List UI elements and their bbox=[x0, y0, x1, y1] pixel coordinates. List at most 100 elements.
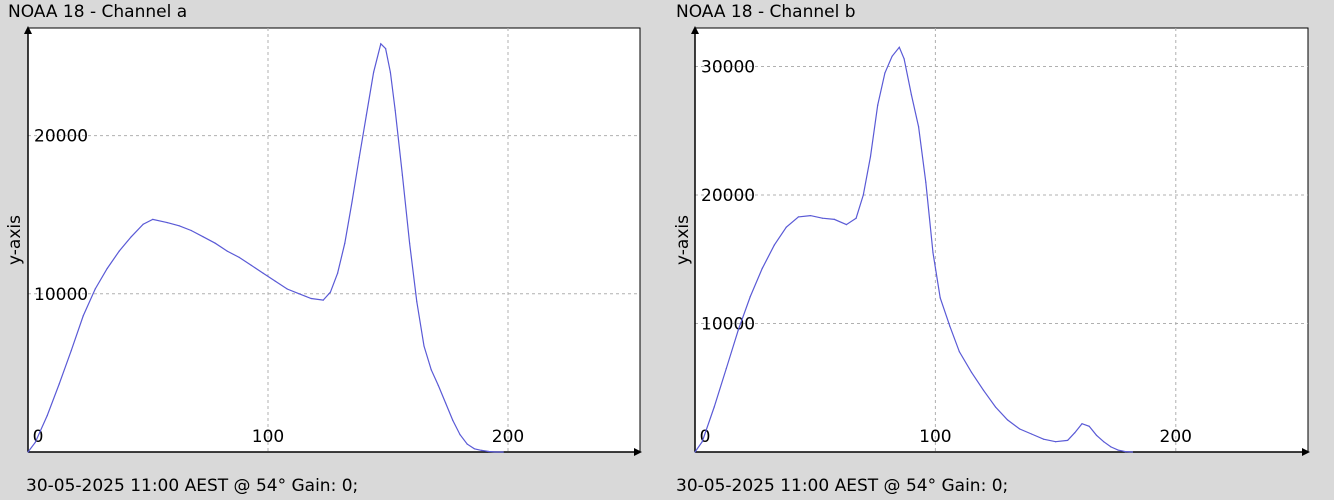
data-point bbox=[1074, 432, 1076, 434]
data-point bbox=[982, 389, 985, 391]
data-point bbox=[903, 58, 905, 60]
data-point bbox=[1124, 451, 1126, 453]
data-point bbox=[82, 315, 84, 317]
x-axis-arrow bbox=[634, 448, 642, 456]
data-point bbox=[190, 229, 192, 232]
data-point bbox=[437, 385, 439, 387]
y-axis-label: y-axis bbox=[673, 215, 693, 265]
data-point bbox=[130, 236, 132, 238]
data-point bbox=[910, 94, 913, 96]
data-point bbox=[488, 450, 490, 453]
data-point bbox=[1081, 423, 1083, 425]
data-point bbox=[877, 104, 879, 106]
data-point bbox=[1095, 434, 1098, 436]
data-point bbox=[430, 369, 432, 371]
data-point bbox=[401, 174, 403, 176]
chart-b: 0 100 200 10000 20000 30000 y-axis bbox=[673, 26, 1310, 456]
data-point bbox=[1117, 449, 1119, 451]
data-point bbox=[862, 194, 864, 196]
data-point bbox=[797, 216, 800, 218]
data-point bbox=[918, 126, 920, 128]
data-point bbox=[891, 55, 893, 57]
data-point bbox=[1055, 441, 1057, 443]
x-tick-label: 100 bbox=[919, 427, 951, 447]
data-point bbox=[939, 297, 941, 299]
data-point bbox=[202, 236, 204, 238]
data-point bbox=[250, 264, 252, 266]
data-point bbox=[1006, 419, 1009, 421]
x-tick-label: 200 bbox=[492, 427, 524, 447]
data-point bbox=[46, 415, 48, 417]
data-point bbox=[286, 288, 288, 290]
y-tick-label: 30000 bbox=[701, 58, 755, 78]
data-point bbox=[869, 155, 872, 158]
y-tick-label: 10000 bbox=[34, 285, 88, 305]
data-point bbox=[958, 351, 961, 353]
data-point bbox=[773, 244, 775, 246]
data-point bbox=[1067, 439, 1069, 441]
data-point bbox=[394, 109, 396, 111]
data-point bbox=[970, 371, 973, 373]
plot-area bbox=[27, 27, 641, 453]
data-point bbox=[949, 325, 951, 327]
data-point bbox=[884, 72, 886, 74]
data-point bbox=[713, 406, 715, 408]
data-point bbox=[94, 288, 96, 290]
data-point bbox=[423, 345, 425, 347]
data-point bbox=[694, 451, 696, 453]
data-point bbox=[459, 434, 461, 436]
x-tick-label: 100 bbox=[252, 427, 284, 447]
data-point bbox=[106, 267, 108, 270]
data-point bbox=[495, 451, 497, 453]
plot-area bbox=[694, 27, 1309, 453]
data-point bbox=[238, 256, 240, 258]
data-point bbox=[365, 114, 367, 116]
data-point bbox=[701, 441, 703, 443]
data-point bbox=[1043, 438, 1045, 440]
data-point bbox=[452, 419, 454, 421]
data-point bbox=[166, 222, 168, 224]
data-point bbox=[1018, 428, 1021, 430]
data-point bbox=[409, 242, 411, 244]
x-axis-arrow bbox=[1302, 448, 1310, 456]
data-point bbox=[34, 441, 36, 444]
data-point bbox=[1110, 446, 1112, 448]
data-point bbox=[821, 217, 824, 219]
data-point bbox=[855, 217, 857, 219]
data-point bbox=[329, 291, 331, 293]
data-point bbox=[152, 218, 154, 220]
data-point bbox=[473, 448, 475, 450]
data-point bbox=[502, 451, 504, 453]
data-point bbox=[737, 329, 739, 331]
y-tick-label: 10000 bbox=[701, 315, 755, 335]
data-point bbox=[310, 297, 312, 300]
data-point bbox=[322, 299, 324, 301]
data-point bbox=[226, 250, 228, 252]
data-point bbox=[725, 367, 727, 370]
data-point bbox=[466, 443, 468, 445]
data-point bbox=[389, 71, 391, 73]
data-point bbox=[785, 226, 787, 228]
data-point bbox=[1131, 451, 1134, 453]
data-point bbox=[898, 46, 900, 48]
chart-b-footer: 30-05-2025 11:00 AEST @ 54° Gain: 0; bbox=[676, 476, 1009, 496]
data-point bbox=[481, 449, 483, 451]
data-point bbox=[833, 218, 836, 220]
data-point bbox=[1088, 425, 1090, 427]
data-point bbox=[761, 267, 763, 269]
data-point bbox=[27, 451, 29, 453]
data-point bbox=[344, 242, 346, 244]
data-point bbox=[925, 181, 927, 183]
data-point bbox=[385, 48, 387, 50]
data-point bbox=[445, 402, 447, 404]
data-point bbox=[58, 383, 60, 385]
data-point bbox=[932, 252, 934, 254]
data-point bbox=[337, 272, 339, 274]
y-axis-arrow bbox=[24, 26, 32, 34]
chart-b-title: NOAA 18 - Channel b bbox=[676, 2, 856, 22]
data-point bbox=[298, 293, 300, 295]
data-point bbox=[845, 224, 848, 226]
y-tick-label: 20000 bbox=[701, 186, 755, 206]
data-point bbox=[809, 215, 812, 217]
